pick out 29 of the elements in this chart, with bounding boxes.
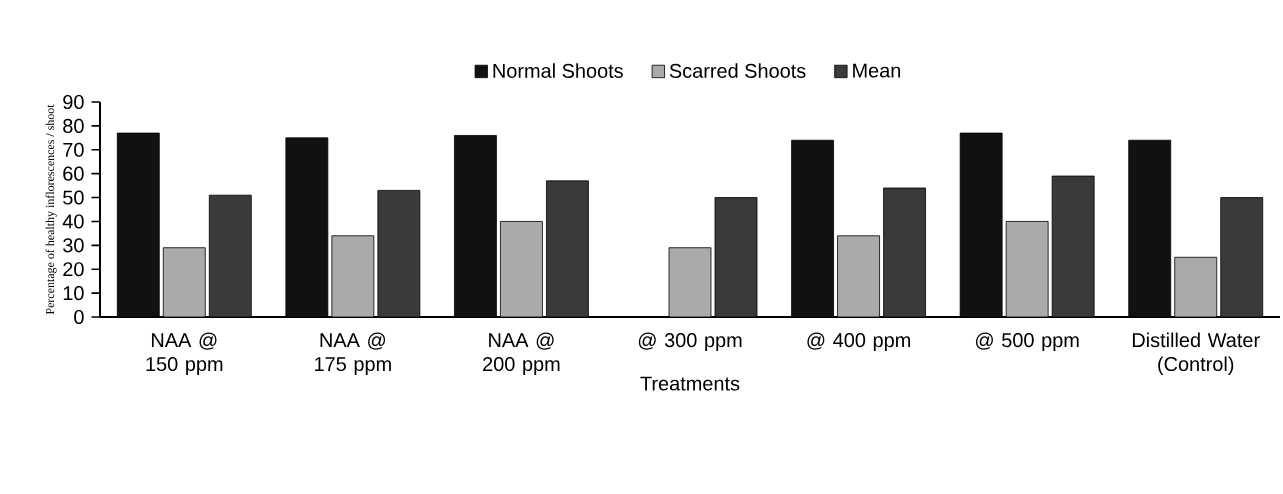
- x-axis-title: Treatments: [640, 376, 740, 391]
- x-tick-label: @ 400 ppm: [807, 332, 910, 352]
- bar: [1051, 175, 1095, 317]
- y-tick-label: 70: [63, 142, 84, 157]
- y-tick-label: 20: [63, 262, 84, 277]
- legend-label: Normal Shoots: [493, 63, 623, 78]
- bar: [714, 197, 758, 317]
- y-tick-label: 90: [63, 94, 84, 110]
- x-tick-label: @ 300 ppm: [638, 332, 742, 352]
- bar: [377, 189, 421, 317]
- x-tick-label: NAA @ 150 ppm: [146, 332, 223, 376]
- y-tick-label: 80: [63, 118, 84, 133]
- bar: [1220, 197, 1264, 317]
- x-tick-label: NAA @ 175 ppm: [315, 332, 391, 376]
- bar: [546, 180, 589, 317]
- y-axis-title: Percentage of healthy inflorescences / shoot: [45, 104, 57, 315]
- x-tick-label: NAA @ 200 ppm: [483, 332, 560, 376]
- y-tick-label: 30: [63, 238, 84, 253]
- legend-label: Scarred Shoots: [669, 63, 806, 78]
- x-tick-label: Distilled Water (Control): [1132, 332, 1260, 376]
- x-tick-label: @ 500 ppm: [975, 332, 1079, 352]
- bar: [883, 187, 926, 317]
- y-tick-label: 10: [63, 286, 84, 301]
- y-tick-label: 60: [63, 166, 84, 181]
- bar: [208, 194, 252, 317]
- y-tick-label: 50: [63, 190, 84, 205]
- y-tick-label: 0: [74, 309, 84, 325]
- y-tick-label: 40: [62, 214, 84, 229]
- legend-label: Mean: [853, 63, 901, 78]
